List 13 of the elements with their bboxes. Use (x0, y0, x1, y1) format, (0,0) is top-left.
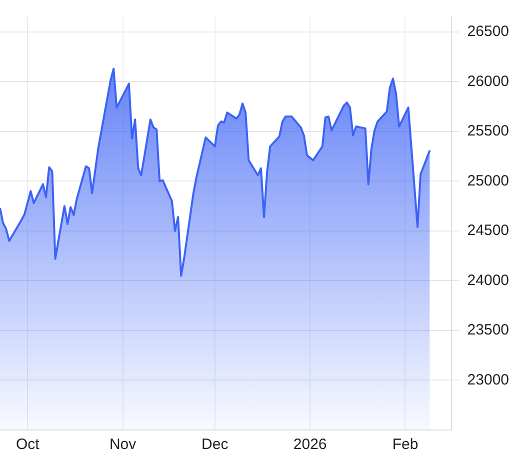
x-tick-label: Dec (202, 436, 229, 454)
y-tick-label: 24500 (467, 222, 510, 240)
y-tick-label: 26500 (467, 23, 510, 40)
y-tick-label: 25500 (467, 122, 510, 140)
x-tick-label: Oct (16, 436, 40, 454)
y-tick-label: 26000 (467, 72, 510, 90)
y-tick-label: 25000 (467, 172, 510, 190)
y-tick-label: 24000 (467, 272, 510, 289)
x-tick-label: Feb (392, 436, 418, 454)
x-tick-label: Nov (109, 436, 137, 454)
x-tick-label: 2026 (293, 436, 327, 454)
y-tick-label: 23000 (467, 371, 510, 388)
y-tick-label: 23500 (467, 322, 510, 339)
